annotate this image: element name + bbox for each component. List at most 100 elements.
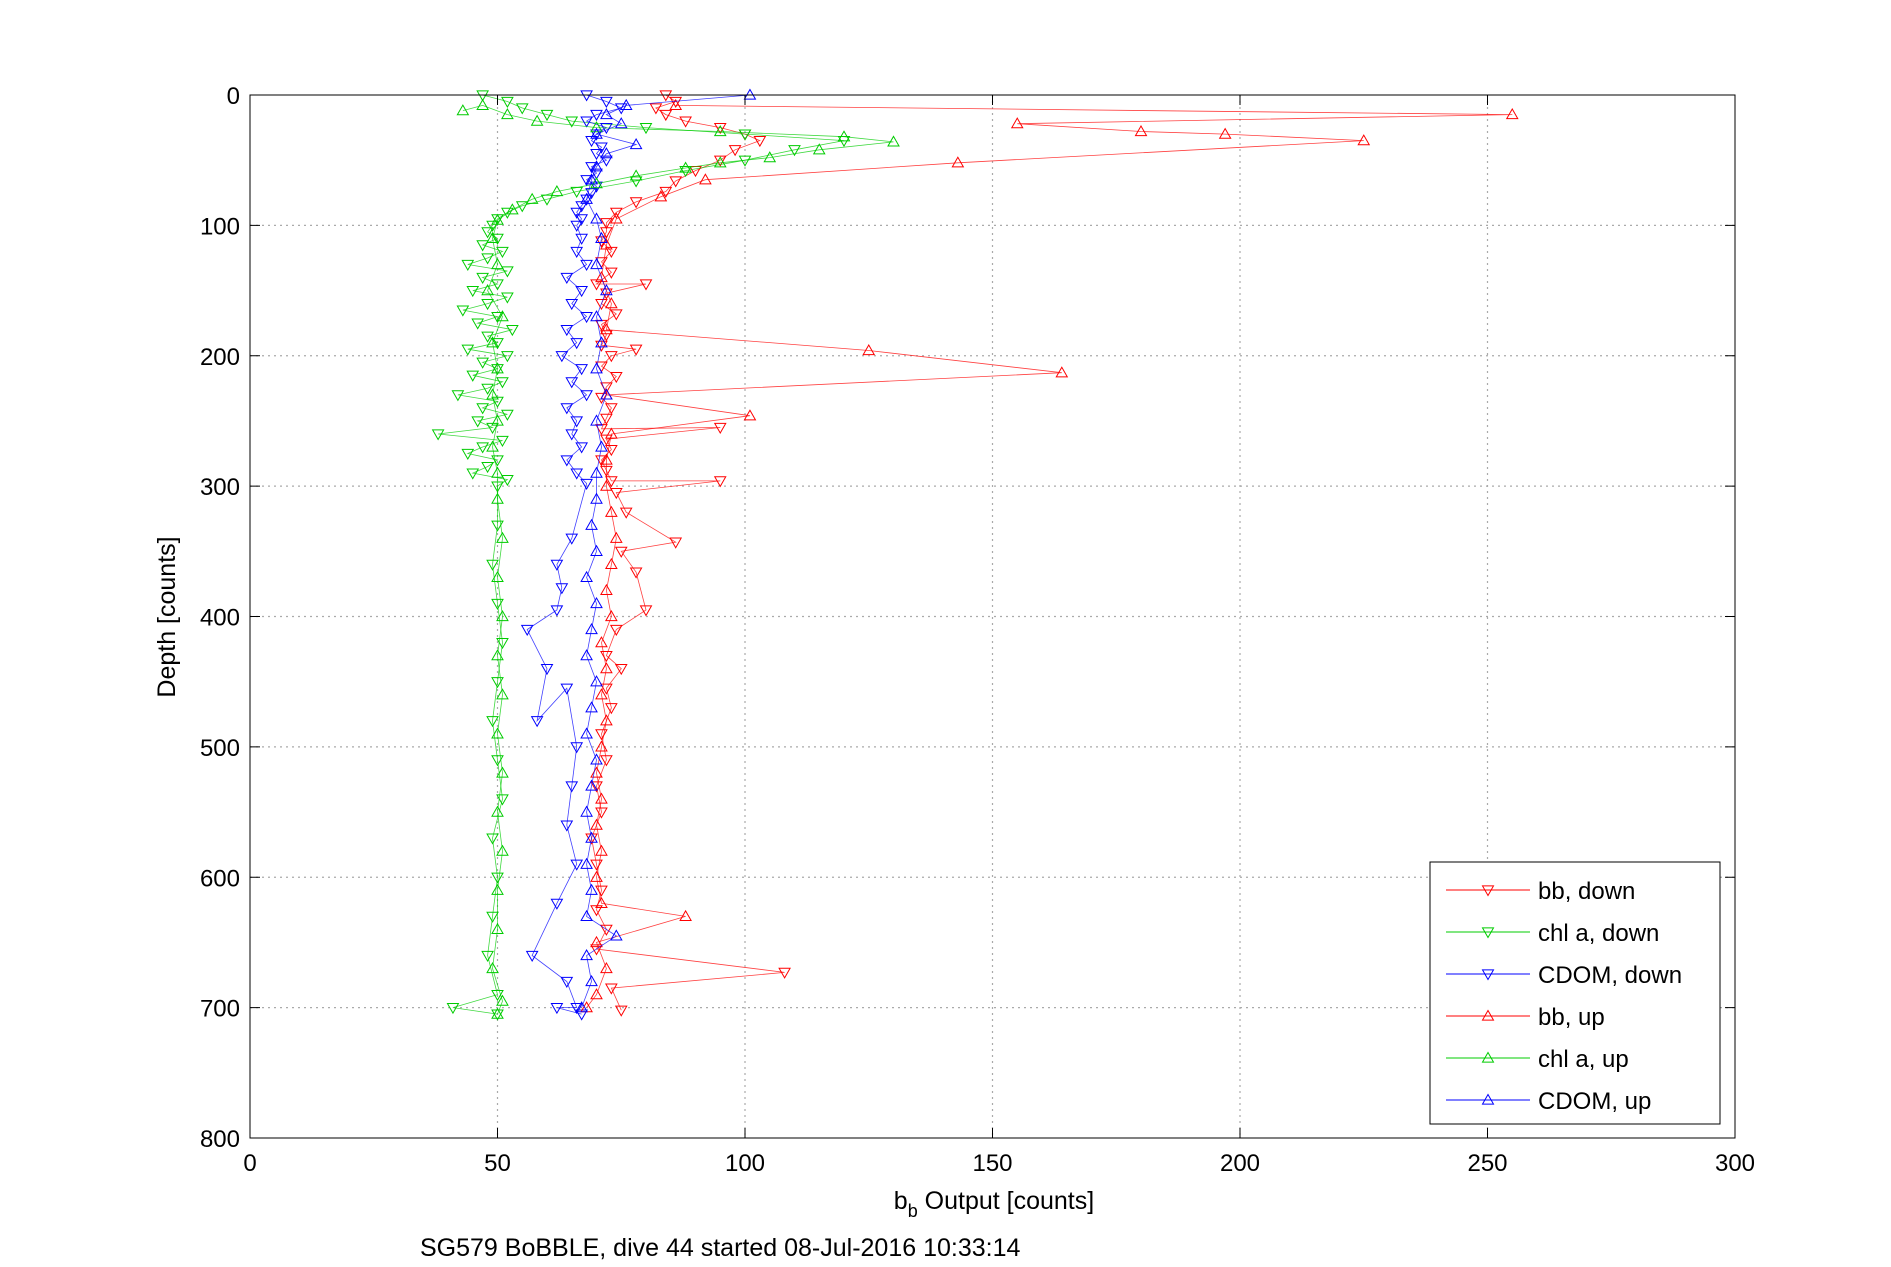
x-tick-label: 150 [972, 1150, 1012, 1177]
data-point [486, 220, 499, 232]
data-point [530, 114, 544, 126]
data-point [713, 422, 727, 434]
data-point [600, 924, 613, 936]
data-point [501, 292, 514, 304]
data-point [570, 220, 584, 232]
legend-label: CDOM, up [1538, 1088, 1651, 1115]
y-axis-label: Depth [counts] [153, 536, 181, 697]
data-point [560, 455, 574, 467]
legend-marker [1481, 885, 1495, 897]
data-point [476, 357, 490, 369]
data-point [699, 173, 712, 185]
x-tick-label: 300 [1715, 1150, 1755, 1177]
data-point [476, 403, 490, 415]
tick-layer: 0 50 100 150 200 250 300 0 100 200 300 400 500 600 700… [200, 83, 1755, 1177]
data-point [486, 911, 499, 923]
data-point [609, 624, 623, 637]
data-point [1357, 134, 1371, 146]
data-point [570, 468, 584, 480]
data-point [481, 253, 494, 265]
data-point [713, 124, 727, 137]
data-point [481, 461, 494, 474]
legend-box [1429, 861, 1721, 1125]
data-point [550, 559, 564, 571]
data-point [570, 246, 584, 258]
data-point [595, 896, 608, 908]
data-point [486, 440, 499, 452]
data-point [600, 413, 613, 425]
data-point [501, 351, 514, 363]
data-point [461, 259, 475, 271]
data-point [565, 116, 579, 128]
data-point [639, 605, 653, 617]
data-point [496, 994, 509, 1006]
data-point [629, 176, 643, 188]
data-point [491, 233, 504, 245]
data-point [585, 173, 598, 185]
data-point [590, 675, 603, 687]
data-point [595, 844, 608, 856]
data-point [629, 138, 643, 150]
data-point [501, 409, 514, 421]
data-point [570, 1003, 584, 1015]
data-point [496, 531, 509, 543]
data-point [565, 533, 579, 545]
data-point [713, 156, 727, 168]
data-point [595, 792, 608, 804]
data-point [590, 466, 603, 478]
data-point [580, 312, 593, 324]
data-point [486, 833, 499, 845]
data-point [713, 476, 727, 488]
data-point [753, 136, 767, 148]
data-point [629, 197, 643, 209]
data-point [604, 505, 618, 517]
data-point [763, 151, 777, 163]
data-point [580, 805, 593, 817]
data-point [560, 976, 574, 989]
data-point [585, 831, 598, 843]
data-point [788, 145, 801, 157]
x-tick-label: 50 [484, 1150, 511, 1177]
data-point [837, 130, 851, 142]
data-point [609, 929, 623, 941]
data-point [609, 531, 623, 543]
y-tick-label: 500 [200, 735, 240, 762]
data-point [604, 983, 618, 995]
data-point [595, 740, 608, 752]
data-point [466, 285, 480, 298]
data-point [600, 683, 613, 695]
data-point [590, 177, 603, 189]
data-point [585, 701, 598, 713]
data-point [491, 492, 504, 504]
data-point [491, 213, 504, 225]
data-point [590, 492, 603, 504]
data-point [659, 90, 673, 102]
data-point [501, 266, 514, 278]
data-point [600, 330, 613, 342]
data-point [595, 885, 608, 897]
data-point [590, 310, 603, 322]
legend-marker [1481, 1009, 1495, 1021]
data-point [713, 155, 727, 167]
data-point [461, 448, 475, 461]
data-point [669, 98, 683, 111]
data-point [476, 442, 490, 454]
series-line [438, 94, 845, 1015]
data-point [580, 390, 593, 402]
data-point [481, 331, 494, 343]
data-point [476, 98, 490, 111]
legend-label: chl a, up [1538, 1046, 1629, 1073]
data-point [580, 194, 593, 206]
data-point [669, 96, 683, 109]
data-point [501, 96, 514, 109]
data-point [590, 935, 603, 948]
legend-label: bb, down [1538, 878, 1635, 905]
data-point [595, 231, 608, 244]
data-point [570, 742, 584, 754]
data-point [590, 121, 603, 133]
data-point [466, 370, 480, 382]
data-point [600, 388, 613, 400]
data-point [580, 909, 593, 921]
data-point [540, 109, 554, 122]
